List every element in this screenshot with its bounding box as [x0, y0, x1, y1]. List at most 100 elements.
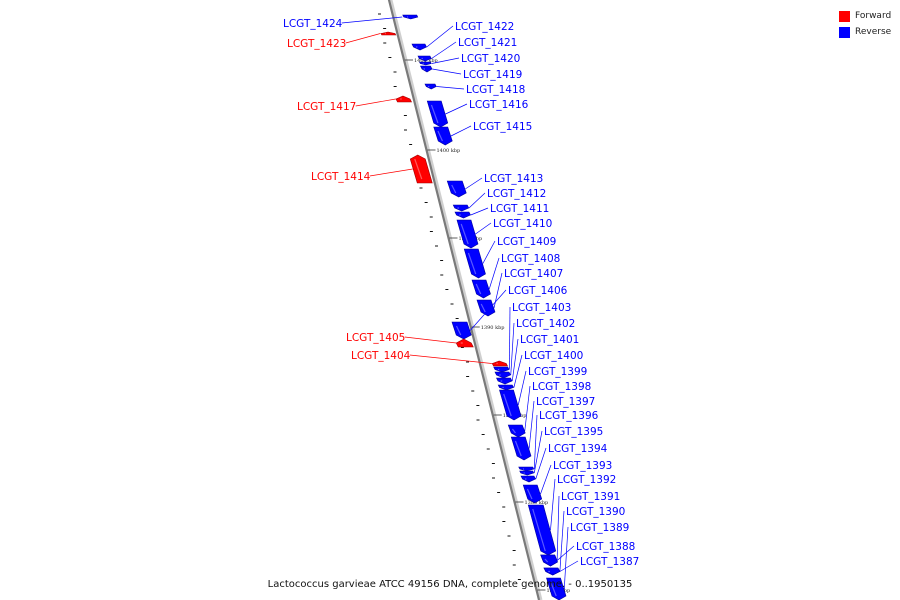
legend-swatch-forward: [839, 10, 850, 22]
gene-arrow: [451, 321, 472, 340]
gene-highlight: [503, 393, 512, 417]
gene-arrow: [527, 504, 557, 556]
gene-leader: [510, 322, 515, 376]
gene-leader: [563, 526, 569, 590]
gene-label: LCGT_1400: [524, 350, 583, 362]
gene-label: LCGT_1415: [473, 121, 532, 133]
gene-lcgt-1403: LCGT_1403: [493, 302, 571, 373]
gene-arrow: [417, 55, 432, 62]
gene-lcgt-1393: LCGT_1393: [522, 460, 612, 504]
gene-lcgt-1409: LCGT_1409: [463, 236, 556, 279]
gene-lcgt-1416: LCGT_1416: [426, 99, 529, 128]
gene-leader: [493, 272, 503, 309]
gene-lcgt-1402: LCGT_1402: [494, 318, 575, 379]
gene-leader: [431, 41, 457, 59]
gene-label: LCGT_1414: [311, 171, 371, 183]
gene-label: LCGT_1423: [287, 38, 346, 50]
gene-highlight: [451, 184, 457, 194]
gene-leader: [432, 68, 462, 75]
gene-label: LCGT_1405: [346, 332, 405, 344]
genome-axis: [387, 0, 541, 600]
gene-lcgt-1424: LCGT_1424: [283, 14, 419, 30]
scale-label: 1380 kbp: [525, 500, 549, 506]
gene-leader: [426, 25, 454, 48]
gene-label: LCGT_1401: [520, 334, 579, 346]
gene-lcgt-1392: LCGT_1392: [527, 474, 616, 556]
gene-arrow: [433, 126, 453, 146]
gene-leader: [345, 33, 381, 44]
gene-leader: [550, 478, 556, 531]
gene-arrow: [446, 180, 467, 198]
gene-leader: [509, 306, 511, 370]
gene-label: LCGT_1421: [458, 37, 517, 49]
gene-arrow: [411, 43, 427, 51]
gene-leader: [535, 447, 547, 480]
gene-label: LCGT_1403: [512, 302, 571, 314]
gene-leader: [528, 400, 535, 449]
gene-arrow: [420, 65, 433, 73]
gene-lcgt-1417: LCGT_1417: [297, 95, 412, 113]
gene-arrow: [522, 484, 543, 504]
gene-label: LCGT_1392: [557, 474, 616, 486]
gene-arrow: [507, 424, 526, 438]
gene-highlight: [455, 325, 462, 336]
gene-label: LCGT_1390: [566, 506, 625, 518]
gene-arrow: [510, 436, 532, 461]
gene-arrow: [452, 204, 470, 212]
gene-lcgt-1410: LCGT_1410: [456, 218, 552, 249]
gene-arrow: [519, 470, 535, 476]
genome-caption: Lactococcus garvieae ATCC 49156 DNA, com…: [267, 579, 633, 590]
gene-arrow: [471, 279, 491, 299]
gene-label: LCGT_1404: [351, 350, 411, 362]
gene-arrow: [419, 61, 432, 66]
gene-label: LCGT_1411: [490, 203, 549, 215]
gene-lcgt-1418: LCGT_1418: [424, 83, 525, 96]
gene-arrow: [426, 100, 449, 128]
gene-label: LCGT_1418: [466, 84, 525, 96]
gene-label: LCGT_1402: [516, 318, 575, 330]
gene-arrow: [402, 14, 419, 20]
gene-label: LCGT_1407: [504, 268, 563, 280]
gene-leader: [559, 560, 579, 572]
gene-arrow: [424, 83, 437, 90]
gene-highlight: [511, 428, 516, 434]
gene-label: LCGT_1417: [297, 101, 356, 113]
gene-arrow: [456, 219, 479, 249]
gene-leader: [524, 385, 531, 432]
gene-lcgt-1415: LCGT_1415: [433, 121, 532, 146]
gene-leader: [431, 57, 460, 64]
gene-lcgt-1420: LCGT_1420: [419, 53, 520, 66]
gene-label: LCGT_1399: [528, 366, 587, 378]
gene-label: LCGT_1408: [501, 253, 560, 265]
gene-arrow: [497, 384, 514, 391]
gene-label: LCGT_1394: [548, 443, 608, 455]
gene-lcgt-1387: LCGT_1387: [543, 556, 639, 576]
gene-label: LCGT_1396: [539, 410, 599, 422]
gene-lcgt-1400: LCGT_1400: [497, 350, 583, 391]
gene-arrow: [546, 577, 567, 600]
gene-label: LCGT_1406: [508, 285, 568, 297]
gene-leader: [556, 545, 575, 561]
gene-lcgt-1414: LCGT_1414: [311, 154, 433, 184]
legend: Forward Reverse: [839, 9, 891, 41]
axis-shadow: [389, 0, 543, 600]
gene-arrow: [454, 211, 471, 219]
gene-highlight: [460, 223, 469, 245]
gene-arrow: [380, 31, 397, 36]
gene-arrow: [543, 567, 561, 576]
gene-lcgt-1408: LCGT_1408: [471, 253, 560, 299]
gene-lcgt-1398: LCGT_1398: [507, 381, 591, 438]
gene-arrow: [520, 475, 536, 483]
gene-lcgt-1389: LCGT_1389: [546, 522, 629, 600]
gene-highlight: [480, 303, 486, 313]
gene-leader: [475, 222, 492, 235]
gene-highlight: [526, 488, 533, 500]
gene-arrow: [455, 338, 474, 348]
gene-label: LCGT_1424: [283, 18, 343, 30]
gene-label: LCGT_1397: [536, 396, 595, 408]
gene-leader: [540, 464, 552, 495]
legend-item-reverse: Reverse: [839, 25, 891, 39]
gene-label: LCGT_1389: [570, 522, 629, 534]
gene-arrow: [476, 299, 496, 317]
